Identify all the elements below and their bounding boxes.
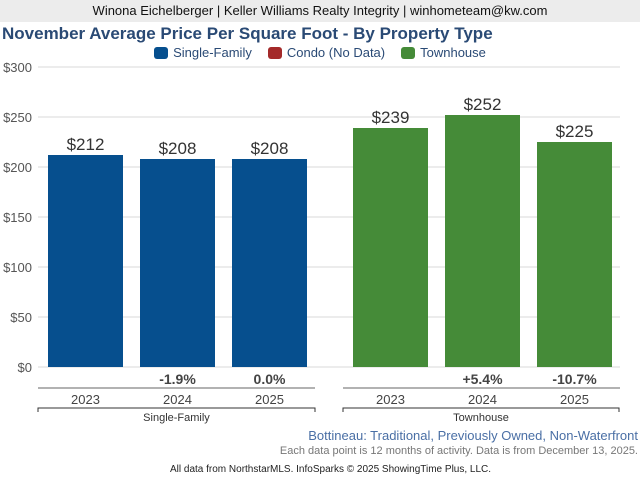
legend-label: Condo (No Data) [286,45,386,60]
chart-legend: Single-Family Condo (No Data) Townhouse [0,45,640,60]
x-tick-label: 2023 [376,392,405,407]
y-tick-label: $200 [3,160,32,175]
bar-chart: $0 $50 $100 $150 $200 $250 $300 $212 2023 $208 -1.… [3,60,620,424]
legend-item-single-family[interactable]: Single-Family [154,45,252,60]
group-bracket [37,407,316,412]
chart-subtitle: Bottineau: Traditional, Previously Owned… [308,428,638,443]
group-label: Single-Family [143,412,210,424]
x-tick-label: 2023 [71,392,100,407]
legend-swatch-townhouse [401,46,416,59]
bar-value-label: $225 [556,122,594,141]
group-label: Townhouse [453,412,509,424]
bar-value-label: $208 [251,139,289,158]
y-tick-label: $300 [3,60,32,75]
agent-info: Winona Eichelberger | Keller Williams Re… [92,3,548,18]
bar-value-label: $208 [159,139,197,158]
agent-header: Winona Eichelberger | Keller Williams Re… [0,0,640,22]
bar-single-family-2023 [48,155,123,367]
percent-change-label: 0.0% [254,371,286,387]
y-tick-label: $250 [3,110,32,125]
legend-item-condo[interactable]: Condo (No Data) [267,45,386,60]
bar-value-label: $252 [464,95,502,114]
y-tick-label: $50 [10,310,32,325]
bar-townhouse-2023 [353,128,428,367]
legend-label: Single-Family [173,45,252,60]
legend-swatch-condo [267,46,282,59]
legend-swatch-single-family [154,46,169,59]
percent-change-label: -10.7% [552,371,597,387]
source-footer: All data from NorthstarMLS. InfoSparks ©… [170,464,492,475]
bar-value-label: $239 [372,108,410,127]
bar-townhouse-2025 [537,142,612,367]
legend-label: Townhouse [420,45,486,60]
legend-item-townhouse[interactable]: Townhouse [401,45,486,60]
x-tick-label: 2024 [468,392,497,407]
x-tick-label: 2025 [560,392,589,407]
bar-single-family-2025 [232,159,307,367]
percent-change-label: -1.9% [159,371,196,387]
group-bracket [342,407,620,412]
y-tick-label: $0 [18,360,32,375]
data-note: Each data point is 12 months of activity… [279,445,638,457]
bar-value-label: $212 [67,135,105,154]
chart-title: November Average Price Per Square Foot -… [2,24,493,43]
x-tick-label: 2025 [255,392,284,407]
bar-single-family-2024 [140,159,215,367]
y-tick-label: $100 [3,260,32,275]
x-tick-label: 2024 [163,392,192,407]
percent-change-label: +5.4% [462,371,503,387]
y-tick-label: $150 [3,210,32,225]
bar-townhouse-2024 [445,115,520,367]
